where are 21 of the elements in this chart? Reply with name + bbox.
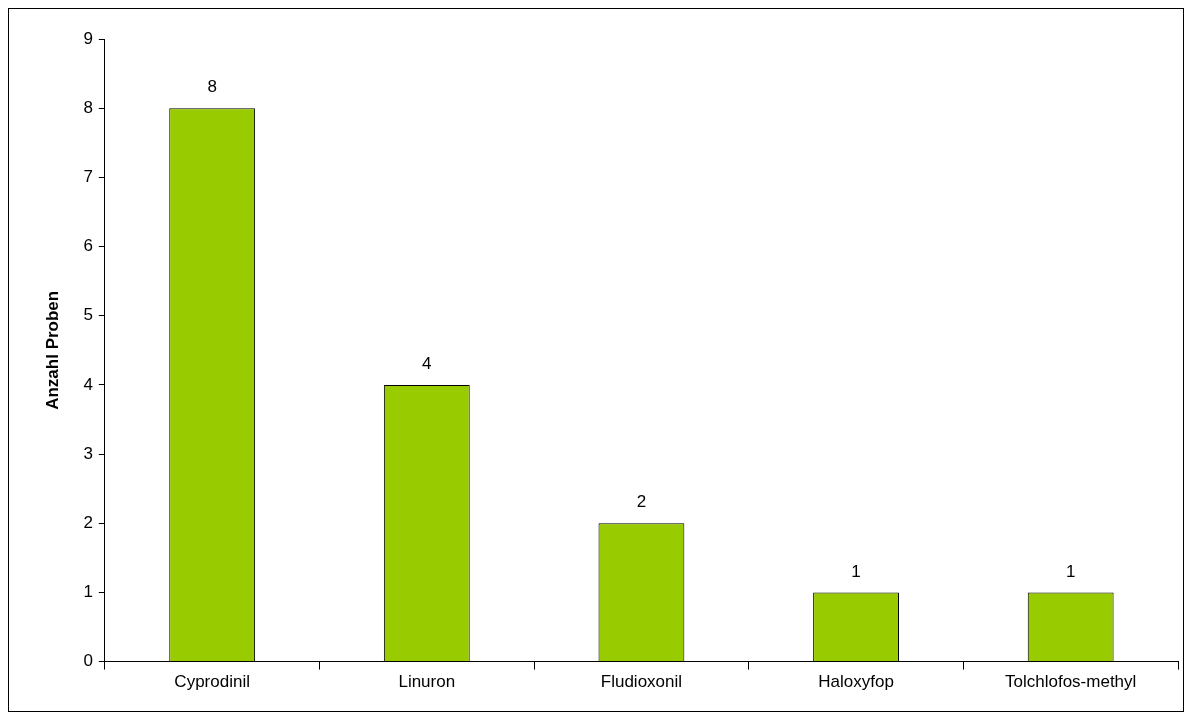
y-tick-label: 9	[83, 28, 93, 48]
y-tick-label: 3	[83, 443, 93, 463]
data-label: 1	[1065, 561, 1076, 581]
data-label: 8	[207, 77, 217, 97]
y-tick-label: 2	[83, 512, 93, 532]
y-tick-label: 6	[83, 236, 93, 256]
y-tick-label: 5	[83, 305, 93, 325]
x-tick-label: Fludioxonil	[600, 672, 683, 692]
y-tick-label: 8	[83, 97, 93, 117]
y-tick-label: 0	[83, 651, 93, 671]
x-tick-label: Haloxyfop	[818, 672, 894, 692]
x-tick-label: Cyprodinil	[174, 672, 250, 692]
y-tick-label: 7	[83, 167, 93, 187]
data-label: 4	[422, 354, 432, 374]
y-tick-label: 4	[83, 374, 93, 394]
data-label: 2	[636, 492, 647, 512]
data-label: 1	[851, 561, 861, 581]
x-tick-label: Linuron	[398, 672, 456, 692]
y-tick-label: 1	[83, 582, 93, 602]
y-axis-title: Anzahl Proben	[42, 290, 62, 410]
x-tick-label: Tolchlofos-methyl	[1005, 672, 1137, 692]
